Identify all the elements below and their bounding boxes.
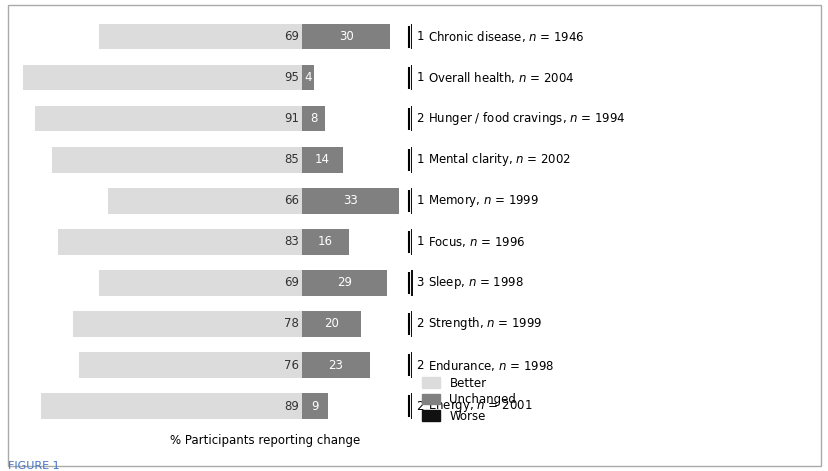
Bar [410,188,411,213]
Text: 76: 76 [284,358,299,372]
Bar [73,311,301,337]
Text: 1: 1 [416,195,424,207]
Bar [410,147,411,172]
Text: 66: 66 [284,195,299,207]
Text: 2: 2 [416,317,424,331]
Text: 9: 9 [311,399,319,413]
Bar [108,188,301,213]
Text: 83: 83 [284,236,299,248]
Text: 2: 2 [416,112,424,125]
Text: 23: 23 [328,358,343,372]
Bar [99,24,301,49]
X-axis label: % Participants reporting change: % Participants reporting change [170,434,360,447]
Text: 30: 30 [339,30,353,43]
Text: Sleep, $n$ = 1998: Sleep, $n$ = 1998 [428,275,523,292]
Text: 8: 8 [310,112,317,125]
Text: 33: 33 [343,195,358,207]
Text: 1: 1 [416,30,424,43]
Bar [58,229,301,255]
Text: 29: 29 [337,276,352,289]
Bar [301,352,369,378]
Text: Mental clarity, $n$ = 2002: Mental clarity, $n$ = 2002 [428,151,570,168]
Bar [301,270,387,296]
Text: Memory, $n$ = 1999: Memory, $n$ = 1999 [428,193,539,209]
Bar [410,393,412,419]
Bar [410,270,413,296]
Legend: Better, Unchanged, Worse: Better, Unchanged, Worse [421,377,516,422]
Text: 4: 4 [304,71,311,84]
Bar [301,24,390,49]
Text: Strength, $n$ = 1999: Strength, $n$ = 1999 [428,316,542,333]
Bar [52,147,301,172]
Bar [79,352,301,378]
Bar [23,65,301,90]
Text: FIGURE 1: FIGURE 1 [8,461,60,471]
Bar [410,24,411,49]
Text: 69: 69 [284,30,299,43]
Bar [99,270,301,296]
Bar [301,311,360,337]
Bar [410,311,412,337]
Bar [410,65,411,90]
Text: Endurance, $n$ = 1998: Endurance, $n$ = 1998 [428,357,554,373]
Text: 2: 2 [416,358,424,372]
Bar [41,393,301,419]
Bar [301,65,313,90]
Text: Energy, $n$ = 2001: Energy, $n$ = 2001 [428,398,532,414]
Text: 1: 1 [416,154,424,166]
Text: 69: 69 [284,276,299,289]
Text: 2: 2 [416,399,424,413]
Text: 20: 20 [324,317,339,331]
Text: 16: 16 [318,236,333,248]
Text: Chronic disease, $n$ = 1946: Chronic disease, $n$ = 1946 [428,29,585,44]
Text: 14: 14 [315,154,330,166]
Text: 1: 1 [416,71,424,84]
Bar [410,229,411,255]
Text: Hunger / food cravings, $n$ = 1994: Hunger / food cravings, $n$ = 1994 [428,110,625,127]
Text: 89: 89 [284,399,299,413]
Bar [301,106,325,131]
Bar [301,393,328,419]
Bar [410,352,412,378]
Text: 3: 3 [416,276,423,289]
Bar [35,106,301,131]
Text: 85: 85 [284,154,299,166]
Text: 1: 1 [416,236,424,248]
Text: Focus, $n$ = 1996: Focus, $n$ = 1996 [428,235,525,249]
Text: Overall health, $n$ = 2004: Overall health, $n$ = 2004 [428,70,574,85]
Bar [301,229,349,255]
Bar [301,188,398,213]
Bar [410,106,412,131]
Text: 91: 91 [284,112,299,125]
Text: 78: 78 [284,317,299,331]
Bar [301,147,343,172]
Text: 95: 95 [284,71,299,84]
